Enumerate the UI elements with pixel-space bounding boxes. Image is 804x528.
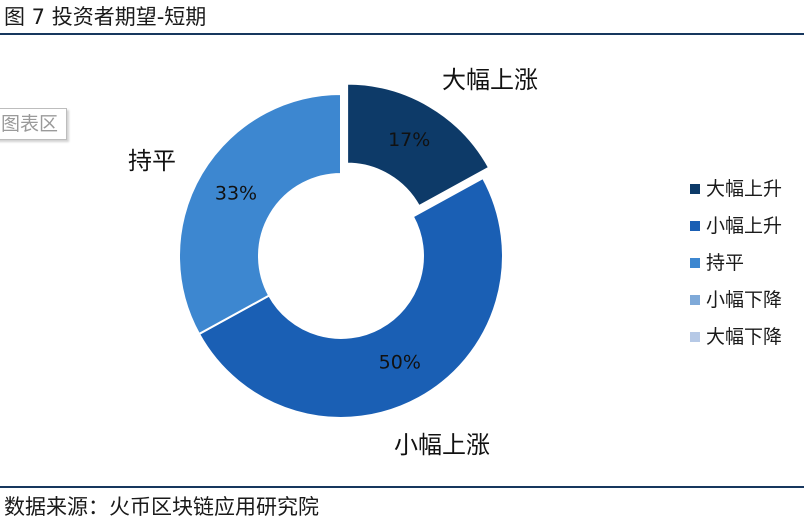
legend-swatch-4	[690, 294, 700, 305]
legend-label-5: 大幅下降	[706, 325, 783, 348]
legend-swatch-5	[690, 331, 700, 342]
title-divider	[0, 33, 804, 35]
chart-legend: 大幅上升小幅上升持平小幅下降大幅下降	[690, 170, 804, 355]
donut-slice-1	[346, 82, 491, 208]
donut-category-label-1: 大幅上涨	[442, 66, 538, 94]
donut-slice-2	[197, 176, 504, 419]
legend-item-4: 小幅下降	[690, 281, 804, 318]
legend-item-3: 持平	[690, 244, 804, 281]
donut-category-label-2: 小幅上涨	[394, 431, 490, 459]
legend-item-1: 大幅上升	[690, 170, 804, 207]
legend-label-2: 小幅上升	[706, 214, 783, 237]
legend-item-5: 大幅下降	[690, 318, 804, 355]
legend-swatch-3	[690, 257, 700, 268]
donut-value-label-2: 50%	[379, 351, 421, 373]
legend-swatch-2	[690, 220, 700, 231]
legend-item-2: 小幅上升	[690, 207, 804, 244]
legend-swatch-1	[690, 183, 700, 194]
donut-value-labels: 17% 50% 33%	[215, 129, 430, 373]
chart-area-tag: 图表区	[0, 108, 68, 140]
source-note: 数据来源：火币区块链应用研究院	[4, 495, 319, 519]
legend-label-1: 大幅上升	[706, 177, 783, 200]
donut-value-label-1: 17%	[388, 129, 430, 151]
donut-slice-3	[178, 92, 342, 336]
donut-slices	[178, 82, 504, 419]
legend-label-3: 持平	[706, 251, 745, 274]
donut-value-label-3: 33%	[215, 182, 257, 204]
donut-category-label-3: 持平	[128, 147, 176, 175]
figure-title: 图 7 投资者期望-短期	[4, 5, 207, 29]
source-divider	[0, 486, 804, 488]
legend-label-4: 小幅下降	[706, 288, 783, 311]
